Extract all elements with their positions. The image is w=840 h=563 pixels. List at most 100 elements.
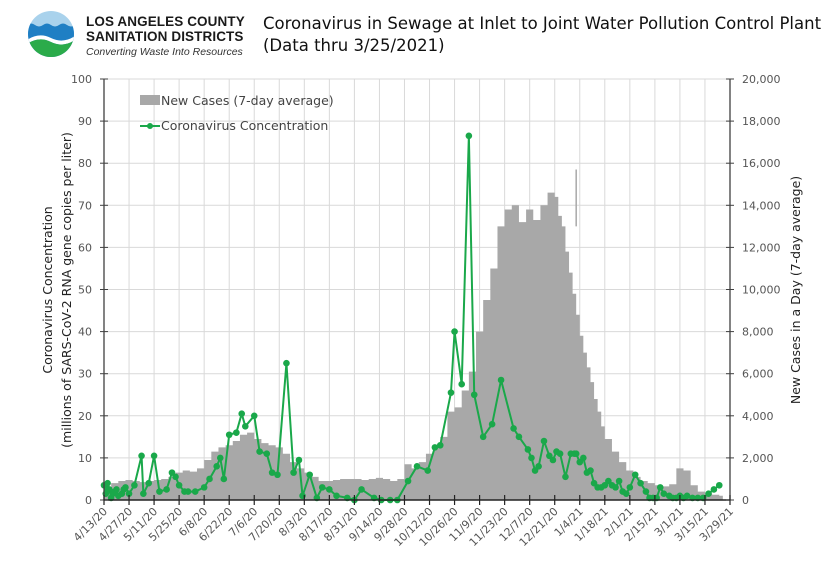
left-tick-label: 50 bbox=[78, 284, 92, 297]
concentration-point bbox=[479, 433, 487, 441]
right-tick-label: 12,000 bbox=[742, 241, 781, 254]
concentration-point bbox=[333, 492, 340, 500]
left-tick-label: 70 bbox=[78, 199, 92, 212]
concentration-point bbox=[150, 452, 158, 460]
left-axis-title-line2: (millions of SARS-CoV-2 RNA gene copies … bbox=[59, 132, 74, 448]
concentration-point bbox=[587, 467, 594, 474]
chart-title-line1: Coronavirus in Sewage at Inlet to Joint … bbox=[263, 14, 822, 33]
concentration-point bbox=[465, 132, 473, 140]
concentration-point bbox=[631, 471, 639, 479]
concentration-point bbox=[612, 484, 619, 491]
sanitation-districts-logo bbox=[28, 11, 74, 57]
concentration-point bbox=[318, 484, 326, 491]
concentration-point bbox=[140, 490, 147, 497]
concentration-point bbox=[263, 450, 271, 457]
concentration-point bbox=[241, 423, 249, 430]
new-cases-area-fill bbox=[104, 192, 723, 501]
concentration-point bbox=[413, 463, 421, 470]
concentration-point bbox=[290, 469, 297, 476]
concentration-point bbox=[225, 431, 233, 439]
right-tick-label: 14,000 bbox=[742, 199, 781, 212]
new-cases-area bbox=[104, 169, 723, 501]
left-tick-label: 90 bbox=[78, 115, 92, 128]
left-tick-label: 20 bbox=[78, 410, 92, 423]
concentration-series bbox=[100, 132, 723, 504]
concentration-point bbox=[535, 463, 542, 470]
right-axis-ticks: 0 2,000 4,000 6,000 8,000 10,000 12,000 14,000 1… bbox=[726, 73, 781, 507]
right-tick-label: 16,000 bbox=[742, 157, 781, 170]
concentration-point bbox=[705, 490, 712, 497]
concentration-line bbox=[103, 134, 720, 501]
concentration-point bbox=[572, 450, 580, 457]
concentration-point bbox=[637, 479, 644, 487]
concentration-point bbox=[184, 488, 192, 495]
right-axis-title: New Cases in a Day (7-day average) bbox=[788, 176, 803, 404]
concentration-point bbox=[113, 486, 120, 493]
left-tick-label: 80 bbox=[78, 157, 92, 170]
org-name-line1: LOS ANGELES COUNTY bbox=[86, 14, 245, 29]
concentration-point bbox=[175, 481, 183, 489]
concentration-point bbox=[122, 484, 129, 491]
concentration-point bbox=[556, 450, 564, 457]
concentration-point bbox=[524, 446, 532, 453]
legend-swatch-new-cases bbox=[140, 95, 160, 105]
concentration-point bbox=[488, 420, 496, 428]
chart-title-line2: (Data thru 3/25/2021) bbox=[263, 36, 445, 55]
concentration-point bbox=[172, 473, 179, 481]
concentration-point bbox=[436, 441, 444, 449]
concentration-point bbox=[283, 359, 290, 367]
right-tick-label: 6,000 bbox=[742, 368, 774, 381]
concentration-point bbox=[250, 412, 258, 420]
concentration-point bbox=[528, 454, 535, 462]
concentration-point bbox=[622, 490, 630, 497]
right-tick-label: 2,000 bbox=[742, 452, 774, 465]
concentration-point bbox=[615, 477, 623, 485]
concentration-point bbox=[145, 479, 153, 487]
right-tick-label: 4,000 bbox=[742, 410, 774, 423]
concentration-point bbox=[683, 492, 691, 500]
org-tagline: Converting Waste Into Resources bbox=[86, 46, 243, 58]
left-tick-label: 10 bbox=[78, 452, 92, 465]
concentration-point bbox=[656, 484, 664, 491]
concentration-point bbox=[125, 490, 133, 497]
left-axis-title-line1: Coronavirus Concentration bbox=[40, 206, 55, 373]
legend: New Cases (7-day average) Coronavirus Co… bbox=[140, 93, 334, 133]
concentration-point bbox=[306, 471, 313, 479]
concentration-point bbox=[163, 486, 170, 493]
concentration-point bbox=[562, 473, 569, 481]
concentration-point bbox=[138, 452, 145, 460]
right-tick-label: 20,000 bbox=[742, 73, 781, 86]
concentration-point bbox=[447, 389, 455, 396]
concentration-point bbox=[404, 477, 412, 485]
concentration-point bbox=[268, 469, 276, 476]
left-tick-label: 40 bbox=[78, 326, 92, 339]
concentration-point bbox=[191, 488, 199, 495]
left-tick-label: 60 bbox=[78, 241, 92, 254]
legend-swatch-concentration-marker bbox=[147, 123, 153, 129]
concentration-point bbox=[458, 380, 466, 388]
concentration-point bbox=[510, 425, 517, 432]
legend-label-new-cases: New Cases (7-day average) bbox=[161, 93, 334, 108]
concentration-point bbox=[156, 488, 163, 495]
right-tick-label: 10,000 bbox=[742, 284, 781, 297]
concentration-point bbox=[213, 463, 220, 470]
concentration-point bbox=[710, 486, 718, 493]
concentration-point bbox=[715, 481, 723, 489]
legend-label-concentration: Coronavirus Concentration bbox=[161, 118, 328, 133]
concentration-point bbox=[256, 448, 263, 455]
concentration-point bbox=[274, 471, 281, 479]
concentration-point bbox=[358, 486, 365, 493]
concentration-point bbox=[424, 467, 432, 474]
concentration-point bbox=[233, 429, 240, 436]
left-tick-label: 30 bbox=[78, 368, 92, 381]
org-name-line2: SANITATION DISTRICTS bbox=[86, 29, 244, 44]
concentration-point bbox=[131, 481, 138, 489]
concentration-point bbox=[104, 479, 111, 487]
concentration-point bbox=[206, 475, 213, 483]
concentration-point bbox=[200, 484, 208, 491]
concentration-point bbox=[220, 475, 228, 483]
concentration-point bbox=[626, 484, 634, 491]
grid-lines bbox=[104, 78, 731, 500]
concentration-point bbox=[515, 433, 523, 441]
